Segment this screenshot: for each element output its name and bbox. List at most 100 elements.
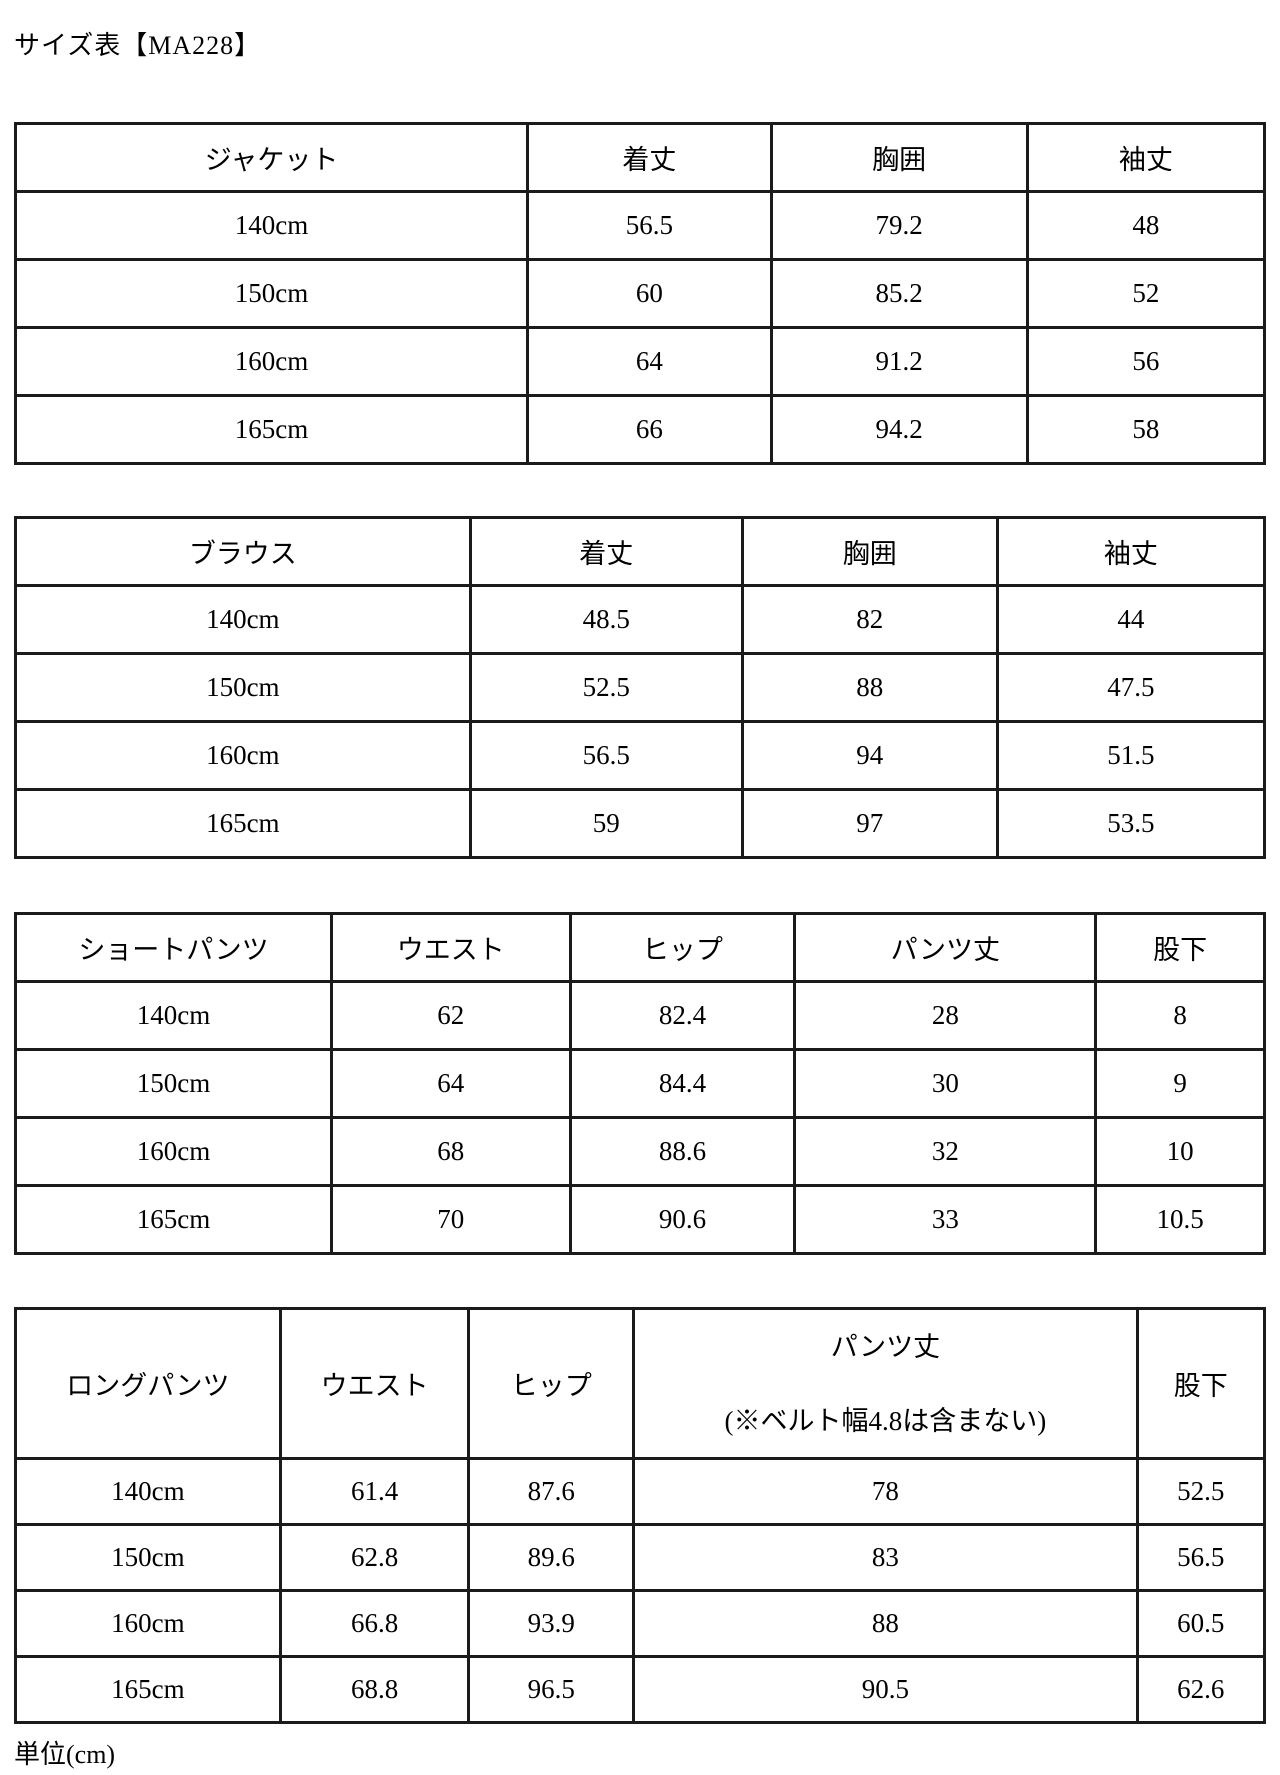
table-row: 150cm 62.8 89.6 83 56.5 [14, 1523, 1267, 1592]
measurement-cell: 62.6 [1135, 1655, 1267, 1724]
measurement-cell: 53.5 [995, 788, 1267, 859]
measurement-cell: 56 [1025, 326, 1267, 397]
column-header: ヒップ [568, 912, 797, 983]
table-row: 150cm 52.5 88 47.5 [14, 652, 1267, 723]
column-header: 着丈 [526, 122, 773, 193]
measurement-cell: 28 [793, 980, 1098, 1051]
measurement-cell: 78 [632, 1457, 1139, 1526]
short-pants-size-table: ショートパンツ ウエスト ヒップ パンツ丈 股下 140cm 62 82.4 2… [14, 912, 1266, 1255]
measurement-cell: 62.8 [278, 1523, 471, 1592]
size-row-label: 165cm [14, 788, 472, 859]
measurement-cell: 87.6 [467, 1457, 636, 1526]
measurement-cell: 8 [1094, 980, 1266, 1051]
page-title: サイズ表【MA228】 [14, 31, 262, 60]
table-row: 150cm 60 85.2 52 [13, 258, 1267, 329]
measurement-cell: 56.5 [1135, 1523, 1267, 1592]
column-header: ヒップ [467, 1307, 636, 1460]
measurement-cell: 91.2 [769, 326, 1029, 397]
measurement-cell: 47.5 [995, 652, 1267, 723]
measurement-cell: 32 [793, 1116, 1098, 1187]
measurement-cell: 58 [1025, 394, 1267, 465]
unit-note: 単位(cm) [14, 1740, 116, 1769]
measurement-cell: 59 [468, 788, 744, 859]
measurement-cell: 94.2 [769, 394, 1029, 465]
measurement-cell: 90.6 [568, 1184, 797, 1255]
table-row: 160cm 64 91.2 56 [13, 326, 1267, 397]
garment-column-header: ブラウス [14, 516, 472, 587]
measurement-cell: 93.9 [467, 1589, 636, 1658]
measurement-cell: 33 [793, 1184, 1098, 1255]
size-row-label: 165cm [13, 394, 530, 465]
size-row-label: 140cm [14, 1457, 282, 1526]
measurement-cell: 96.5 [467, 1655, 636, 1724]
belt-width-note: (※ベルト幅4.8は含まない) [724, 1405, 1047, 1436]
measurement-cell: 10 [1094, 1116, 1266, 1187]
column-header: パンツ丈 [793, 912, 1098, 983]
long-pants-size-table: ロングパンツ ウエスト ヒップ パンツ丈 (※ベルト幅4.8は含まない) 股下 … [14, 1307, 1267, 1724]
table-row: 165cm 59 97 53.5 [14, 788, 1267, 859]
measurement-cell: 52.5 [468, 652, 744, 723]
column-header: ウエスト [278, 1307, 471, 1460]
column-header: 胸囲 [769, 122, 1029, 193]
column-header: 股下 [1135, 1307, 1267, 1460]
table-row: 140cm 61.4 87.6 78 52.5 [14, 1457, 1267, 1526]
size-row-label: 150cm [14, 1523, 282, 1592]
measurement-cell: 70 [329, 1184, 572, 1255]
measurement-cell: 88 [632, 1589, 1139, 1658]
size-row-label: 165cm [14, 1184, 333, 1255]
measurement-cell: 56.5 [526, 190, 773, 261]
table-row: 150cm 64 84.4 30 9 [14, 1048, 1266, 1119]
measurement-cell: 56.5 [468, 720, 744, 791]
column-header: ウエスト [329, 912, 572, 983]
measurement-cell: 60 [526, 258, 773, 329]
measurement-cell: 88 [740, 652, 999, 723]
measurement-cell: 10.5 [1094, 1184, 1266, 1255]
measurement-cell: 44 [995, 584, 1267, 655]
size-row-label: 160cm [14, 1589, 282, 1658]
size-row-label: 160cm [14, 1116, 333, 1187]
pants-length-header-line: パンツ丈 [830, 1331, 941, 1362]
table-row: 160cm 66.8 93.9 88 60.5 [14, 1589, 1267, 1658]
column-header: 着丈 [468, 516, 744, 587]
column-header: 袖丈 [1025, 122, 1267, 193]
size-row-label: 160cm [13, 326, 530, 397]
table-row: 165cm 68.8 96.5 90.5 62.6 [14, 1655, 1267, 1724]
header-row: ショートパンツ ウエスト ヒップ パンツ丈 股下 [14, 912, 1266, 983]
table-row: 140cm 62 82.4 28 8 [14, 980, 1266, 1051]
measurement-cell: 97 [740, 788, 999, 859]
measurement-cell: 48 [1025, 190, 1267, 261]
measurement-cell: 30 [793, 1048, 1098, 1119]
measurement-cell: 89.6 [467, 1523, 636, 1592]
header-row: ブラウス 着丈 胸囲 袖丈 [14, 516, 1267, 587]
measurement-cell: 88.6 [568, 1116, 797, 1187]
measurement-cell: 62 [329, 980, 572, 1051]
table-row: 165cm 70 90.6 33 10.5 [14, 1184, 1266, 1255]
table-row: 140cm 48.5 82 44 [14, 584, 1267, 655]
measurement-cell: 48.5 [468, 584, 744, 655]
size-row-label: 150cm [14, 1048, 333, 1119]
size-row-label: 150cm [13, 258, 530, 329]
measurement-cell: 66.8 [278, 1589, 471, 1658]
measurement-cell: 90.5 [632, 1655, 1139, 1724]
size-row-label: 140cm [14, 980, 333, 1051]
measurement-cell: 66 [526, 394, 773, 465]
pants-length-column-header: パンツ丈 (※ベルト幅4.8は含まない) [632, 1307, 1139, 1460]
jacket-size-table: ジャケット 着丈 胸囲 袖丈 140cm 56.5 79.2 48 150cm … [13, 122, 1267, 465]
garment-column-header: ジャケット [13, 122, 530, 193]
garment-column-header: ロングパンツ [14, 1307, 282, 1460]
measurement-cell: 64 [329, 1048, 572, 1119]
blouse-size-table: ブラウス 着丈 胸囲 袖丈 140cm 48.5 82 44 150cm 52.… [14, 516, 1267, 859]
size-row-label: 140cm [13, 190, 530, 261]
measurement-cell: 52.5 [1135, 1457, 1267, 1526]
size-row-label: 165cm [14, 1655, 282, 1724]
table-row: 140cm 56.5 79.2 48 [13, 190, 1267, 261]
header-row: ロングパンツ ウエスト ヒップ パンツ丈 (※ベルト幅4.8は含まない) 股下 [14, 1307, 1267, 1460]
measurement-cell: 94 [740, 720, 999, 791]
header-row: ジャケット 着丈 胸囲 袖丈 [13, 122, 1267, 193]
measurement-cell: 64 [526, 326, 773, 397]
table-row: 160cm 68 88.6 32 10 [14, 1116, 1266, 1187]
column-header: 股下 [1094, 912, 1266, 983]
measurement-cell: 68.8 [278, 1655, 471, 1724]
measurement-cell: 84.4 [568, 1048, 797, 1119]
